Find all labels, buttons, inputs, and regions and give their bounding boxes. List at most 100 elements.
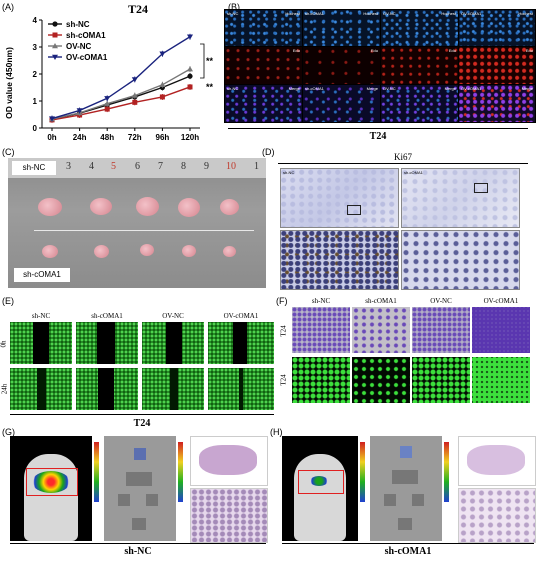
legend-marker <box>52 32 58 38</box>
ki67-underline <box>278 163 528 164</box>
wound-24h-ov-coma1 <box>208 368 274 410</box>
colorbar-2 <box>178 442 183 502</box>
transwell-green-ov-coma1 <box>472 357 530 403</box>
transwell-purple-ov-coma1 <box>472 307 530 353</box>
data-point <box>76 108 83 114</box>
he-lung-sh-nc <box>190 436 268 486</box>
panel-label-f: (F) <box>276 296 288 306</box>
wound-col-ov-coma1: OV-cOMA1 <box>223 312 259 320</box>
data-point <box>104 100 111 106</box>
wound-0h-ov-nc <box>142 322 204 364</box>
panel-label-c: (C) <box>2 147 15 157</box>
panel-e-underline <box>10 414 274 415</box>
tumour-sh-nc-1 <box>38 198 62 216</box>
edu-edu-sh-nc: Edu <box>225 47 302 84</box>
panel-label-d: (D) <box>262 147 275 157</box>
panel-e-caption: T24 <box>133 418 151 429</box>
ruler-9: 9 <box>204 161 209 172</box>
series-line-3 <box>51 36 191 120</box>
tumour-sh-nc-3 <box>136 197 159 216</box>
data-point <box>159 81 166 87</box>
panel-h-underline <box>282 543 534 544</box>
wound-0h-sh-nc <box>10 322 72 364</box>
significance-marker-1: ** <box>206 56 214 66</box>
legend-marker <box>52 54 58 60</box>
legend-marker <box>52 21 58 27</box>
ivis-mouse-sh-coma1 <box>282 436 358 541</box>
label-sh-nc: sh-NC <box>12 161 56 175</box>
he-lung-zoom-sh-nc <box>190 488 268 543</box>
colorbar-4 <box>444 442 449 502</box>
tumour-photo: sh-NC 3 4 5 6 7 8 9 10 1 sh-cOMA1 <box>8 158 266 288</box>
x-tick-label: 120h <box>181 133 199 142</box>
wound-24h-sh-coma1 <box>76 368 138 410</box>
ruler-6: 6 <box>135 161 140 172</box>
tumour-sh-nc-2 <box>90 198 112 215</box>
data-point <box>131 77 138 83</box>
ivis-organs-sh-nc <box>104 436 176 541</box>
wound-0h-ov-coma1 <box>208 322 274 364</box>
chart-title: T24 <box>128 2 148 16</box>
panel-b-underline <box>228 128 528 129</box>
y-tick-label: 4 <box>33 16 38 25</box>
ki67-low-mag-sh-nc: sh-NC <box>280 168 399 228</box>
ruler <box>8 158 266 178</box>
significance-marker-2: ** <box>206 82 214 92</box>
growth-line-chart: T24 OD value (450nm) 0 1 2 3 4 0h 24h 48h 72h 96… <box>4 2 214 142</box>
wound-row-0h: 0h <box>0 340 8 348</box>
panel-g-underline <box>10 543 266 544</box>
x-tick-label: 0h <box>47 133 56 142</box>
he-lung-sh-coma1 <box>458 436 536 486</box>
ruler-5: 5 <box>111 161 116 172</box>
imaging-sh-nc <box>10 436 268 543</box>
transwell-green-sh-coma1 <box>352 357 410 403</box>
panel-h-caption: sh-cOMA1 <box>384 546 432 557</box>
legend-label: OV-NC <box>66 42 92 51</box>
wound-col-ov-nc: OV-NC <box>162 312 184 320</box>
ki67-title: Ki67 <box>394 152 412 162</box>
panel-label-g: (G) <box>2 427 15 437</box>
edu-hochest-ov-coma1: OV-cOMA1 Hochest <box>459 10 535 46</box>
data-point <box>132 99 138 105</box>
edu-merge-sh-coma1: sh-cOMA1 Merge <box>303 85 380 122</box>
wound-24h-sh-nc <box>10 368 72 410</box>
data-point <box>104 96 111 102</box>
ruler-1: 1 <box>254 161 259 172</box>
data-point <box>159 51 166 57</box>
panel-g-caption: sh-NC <box>124 546 152 557</box>
x-tick-label: 24h <box>73 133 87 142</box>
transwell-col-sh-nc: sh-NC <box>311 297 331 305</box>
imaging-sh-coma1 <box>282 436 536 543</box>
panel-b-caption: T24 <box>369 131 387 142</box>
colorbar-3 <box>360 442 365 502</box>
y-tick-label: 2 <box>33 70 38 79</box>
transwell-col-ov-nc: OV-NC <box>430 297 452 305</box>
wound-0h-sh-coma1 <box>76 322 138 364</box>
x-tick-label: 72h <box>128 133 142 142</box>
wound-row-24h: 24h <box>0 383 9 395</box>
tumour-sh-coma1-3 <box>140 244 154 256</box>
transwell-purple-sh-coma1 <box>352 307 410 353</box>
ruler-7: 7 <box>158 161 163 172</box>
legend-label: sh-NC <box>66 20 90 29</box>
ki67-high-mag-sh-nc <box>280 230 399 290</box>
transwell-col-ov-coma1: OV-cOMA1 <box>483 297 519 305</box>
x-tick-label: 48h <box>100 133 114 142</box>
ki67-low-mag-sh-coma1: sh-cOMA1 <box>401 168 520 228</box>
edu-merge-ov-coma1: OV-cOMA1 Merge <box>459 85 535 122</box>
x-tick-label: 96h <box>156 133 170 142</box>
edu-merge-sh-nc: sh-NC Merge <box>225 85 302 122</box>
data-point <box>187 66 193 72</box>
edu-merge-ov-nc: OV-NC Merge <box>381 85 458 122</box>
y-tick-label: 1 <box>33 97 38 106</box>
tumour-sh-nc-4 <box>178 198 200 217</box>
wound-24h-ov-nc <box>142 368 204 410</box>
ruler-8: 8 <box>181 161 186 172</box>
transwell-purple-ov-nc <box>412 307 470 353</box>
data-point <box>159 94 165 100</box>
series-line-1 <box>51 86 191 121</box>
data-point <box>104 106 110 112</box>
ruler-4: 4 <box>89 161 94 172</box>
transwell-row-2: T24 <box>279 374 288 386</box>
data-point <box>187 84 193 90</box>
